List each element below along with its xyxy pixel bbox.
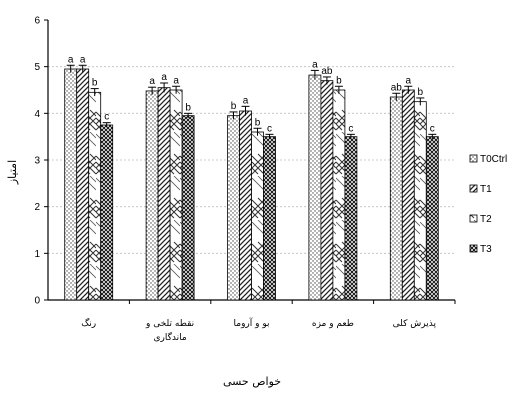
significance-letter: b (418, 87, 424, 98)
x-tick-label: طعم و مزه (312, 319, 354, 329)
x-tick-label: بو و آروما (234, 317, 270, 329)
significance-letter: c (348, 123, 353, 134)
x-tick-label: پذیرش کلی (393, 319, 437, 329)
bar (389, 96, 403, 301)
x-axis-title: خواص حسی (223, 375, 281, 388)
bar (344, 136, 358, 301)
significance-letter: c (267, 123, 272, 134)
y-tick-label: 3 (34, 156, 40, 167)
axes: 0 1 2 3 4 5 6 رنگ نقطه تلخی و ماندگاری بو و آروما ط… (34, 16, 456, 343)
legend-label: T2 (480, 214, 492, 225)
y-tick-label: 2 (34, 202, 40, 213)
legend-label: T0Ctrl (480, 154, 507, 165)
bar (227, 115, 240, 301)
legend-label: T1 (480, 184, 492, 195)
legend-swatch (469, 154, 478, 163)
x-tick-label: رنگ (81, 317, 96, 329)
significance-letter: b (336, 75, 342, 86)
significance-letter: a (173, 75, 179, 86)
legend-swatch (469, 244, 478, 253)
bar (251, 131, 264, 301)
bar (88, 91, 102, 301)
bar (64, 68, 78, 301)
bar (169, 89, 183, 301)
significance-letter: a (312, 59, 318, 70)
bar (157, 87, 171, 301)
significance-letter: b (92, 78, 98, 89)
y-axis-title: امتیاز (6, 160, 19, 185)
legend-label: T3 (480, 244, 492, 255)
bar (332, 89, 346, 301)
bar (100, 124, 114, 301)
bar (239, 110, 252, 301)
legend-swatch (469, 214, 478, 223)
significance-letter: a (161, 72, 167, 83)
significance-letter: a (80, 54, 86, 65)
bar (320, 80, 334, 301)
y-tick-label: 1 (34, 249, 40, 260)
bar (181, 115, 195, 301)
y-tick-label: 6 (34, 16, 40, 27)
significance-letter: ab (391, 82, 403, 93)
x-tick-label: نقطه تلخی و (145, 319, 194, 329)
legend-swatch (469, 184, 478, 193)
significance-letter: c (430, 123, 435, 134)
significance-letter: b (231, 101, 237, 112)
significance-letter: a (243, 95, 249, 106)
significance-letter: a (406, 75, 412, 86)
significance-letter: a (68, 54, 74, 65)
significance-letter: a (149, 76, 155, 87)
bar (263, 136, 276, 301)
bar (145, 90, 159, 301)
bar (401, 89, 415, 301)
y-tick-label: 5 (34, 62, 40, 73)
x-tick-label: ماندگاری (153, 331, 186, 343)
significance-letter: b (185, 102, 191, 113)
significance-letter: b (255, 117, 261, 128)
legend: T0Ctrl T1 T2 T3 (469, 154, 507, 255)
bar (308, 74, 322, 301)
significance-letter: c (104, 112, 109, 123)
significance-letter: ab (321, 66, 333, 77)
bar (425, 136, 439, 301)
bar (76, 68, 90, 301)
bar (413, 101, 427, 301)
y-tick-label: 4 (34, 109, 40, 120)
y-tick-label: 0 (34, 296, 40, 307)
